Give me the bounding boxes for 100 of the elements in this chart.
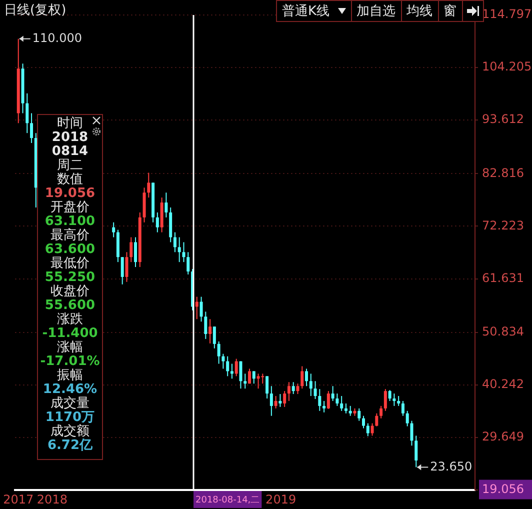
candlestick <box>30 112 34 144</box>
y-tick-label: 114.797 <box>482 7 532 22</box>
candlestick <box>348 405 352 416</box>
candlestick <box>195 296 198 320</box>
x-tick-label: 2017 <box>3 492 34 506</box>
annotation: 63.100 <box>44 214 96 229</box>
candlestick <box>362 415 366 429</box>
candlestick <box>208 318 212 344</box>
candlestick <box>178 236 181 263</box>
candlestick <box>222 353 225 370</box>
y-tick-label: 82.816 <box>482 166 524 180</box>
annotation: 窗 <box>444 3 457 20</box>
candlestick <box>244 373 247 390</box>
candlestick <box>326 390 330 410</box>
candlestick <box>375 412 378 427</box>
candlestick <box>340 396 344 412</box>
annotation: 开盘价 <box>50 200 90 215</box>
candlestick <box>134 236 137 268</box>
y-tick-label: 19.056 <box>482 482 524 496</box>
candlestick <box>388 390 392 402</box>
annotation: -11.400 <box>41 326 99 341</box>
y-tick-label: 50.834 <box>482 324 524 338</box>
candlestick <box>204 311 208 340</box>
y-tick-label: 29.649 <box>482 430 524 444</box>
candlestick <box>278 394 282 408</box>
annotation: 1170万 <box>44 410 96 425</box>
annotation: -17.01% <box>39 354 101 369</box>
candlestick <box>370 422 374 436</box>
candlestick <box>266 376 269 399</box>
annotation: 110.000 <box>32 30 82 45</box>
candlestick <box>252 370 256 384</box>
x-tick-label: 2018 <box>36 492 68 506</box>
annotation: 23.650 <box>430 459 472 474</box>
annotation: 最高价 <box>50 228 90 243</box>
candlestick <box>305 368 308 387</box>
y-tick-label: 72.223 <box>482 218 524 232</box>
candlestick <box>414 435 418 468</box>
annotation: 12.46% <box>42 382 98 397</box>
candlestick <box>300 366 304 390</box>
candlestick <box>125 252 128 282</box>
annotation: 涨跌 <box>56 312 84 327</box>
candlestick <box>344 402 348 414</box>
candlestick <box>270 386 273 416</box>
candlestick <box>296 383 300 395</box>
candlestick <box>410 420 414 446</box>
candlestick <box>283 390 286 408</box>
candlestick <box>261 373 264 384</box>
annotation: 数值 <box>56 172 84 187</box>
candlestick <box>173 232 176 253</box>
candlestick <box>331 386 334 402</box>
candlestick <box>274 396 278 409</box>
candlestick <box>120 256 124 285</box>
annotation: 普通K线 <box>282 2 330 20</box>
y-tick-label: 61.631 <box>482 270 524 285</box>
candlestick <box>318 388 322 412</box>
annotation: 0814 <box>50 144 90 159</box>
candlestick <box>309 373 312 397</box>
y-tick-label: 104.205 <box>482 60 532 74</box>
annotation: 收盘价 <box>50 284 90 299</box>
candlestick <box>397 396 400 406</box>
candlestick <box>230 363 234 380</box>
annotation: 成交额 <box>50 424 90 439</box>
annotation: 55.600 <box>44 298 96 313</box>
candlestick <box>256 373 260 390</box>
chart-title: 日线(复权) <box>4 2 66 19</box>
annotation: 均线 <box>406 3 433 20</box>
annotation: 19.056 <box>44 186 96 201</box>
ref-line-label: 2018-08-14,二 <box>196 495 260 506</box>
candlestick <box>112 222 116 238</box>
annotation: 涨幅 <box>56 340 84 355</box>
x-tick-label: 2019 <box>266 492 296 506</box>
annotation: 时间 <box>56 116 84 131</box>
candlestick <box>380 405 383 419</box>
candlestick <box>322 400 326 413</box>
candlestick <box>239 360 242 390</box>
candlestick <box>392 393 396 406</box>
y-tick-label: 40.242 <box>482 377 524 392</box>
candlestick <box>156 212 159 233</box>
candlestick <box>401 400 404 416</box>
annotation: 6.72亿 <box>46 438 94 453</box>
annotation: 周二 <box>56 158 84 173</box>
candlestick <box>26 92 29 134</box>
annotation: 55.250 <box>44 270 96 285</box>
annotation: 63.600 <box>44 242 96 257</box>
candlestick <box>336 393 339 406</box>
candlestick <box>248 368 251 384</box>
candlestick <box>164 192 168 218</box>
candlestick <box>212 326 216 349</box>
annotation: 成交量 <box>50 396 90 411</box>
annotation: 振幅 <box>56 368 84 383</box>
candlestick <box>234 358 238 377</box>
annotation: 2018 <box>50 130 90 145</box>
candlestick <box>226 356 230 377</box>
candlestick <box>217 340 220 364</box>
annotation: 最低价 <box>50 256 90 271</box>
candlestick <box>287 382 290 402</box>
candlestick <box>406 410 409 427</box>
candlestick <box>200 296 203 322</box>
candlestick <box>384 388 387 412</box>
annotation: 加自选 <box>356 3 396 20</box>
